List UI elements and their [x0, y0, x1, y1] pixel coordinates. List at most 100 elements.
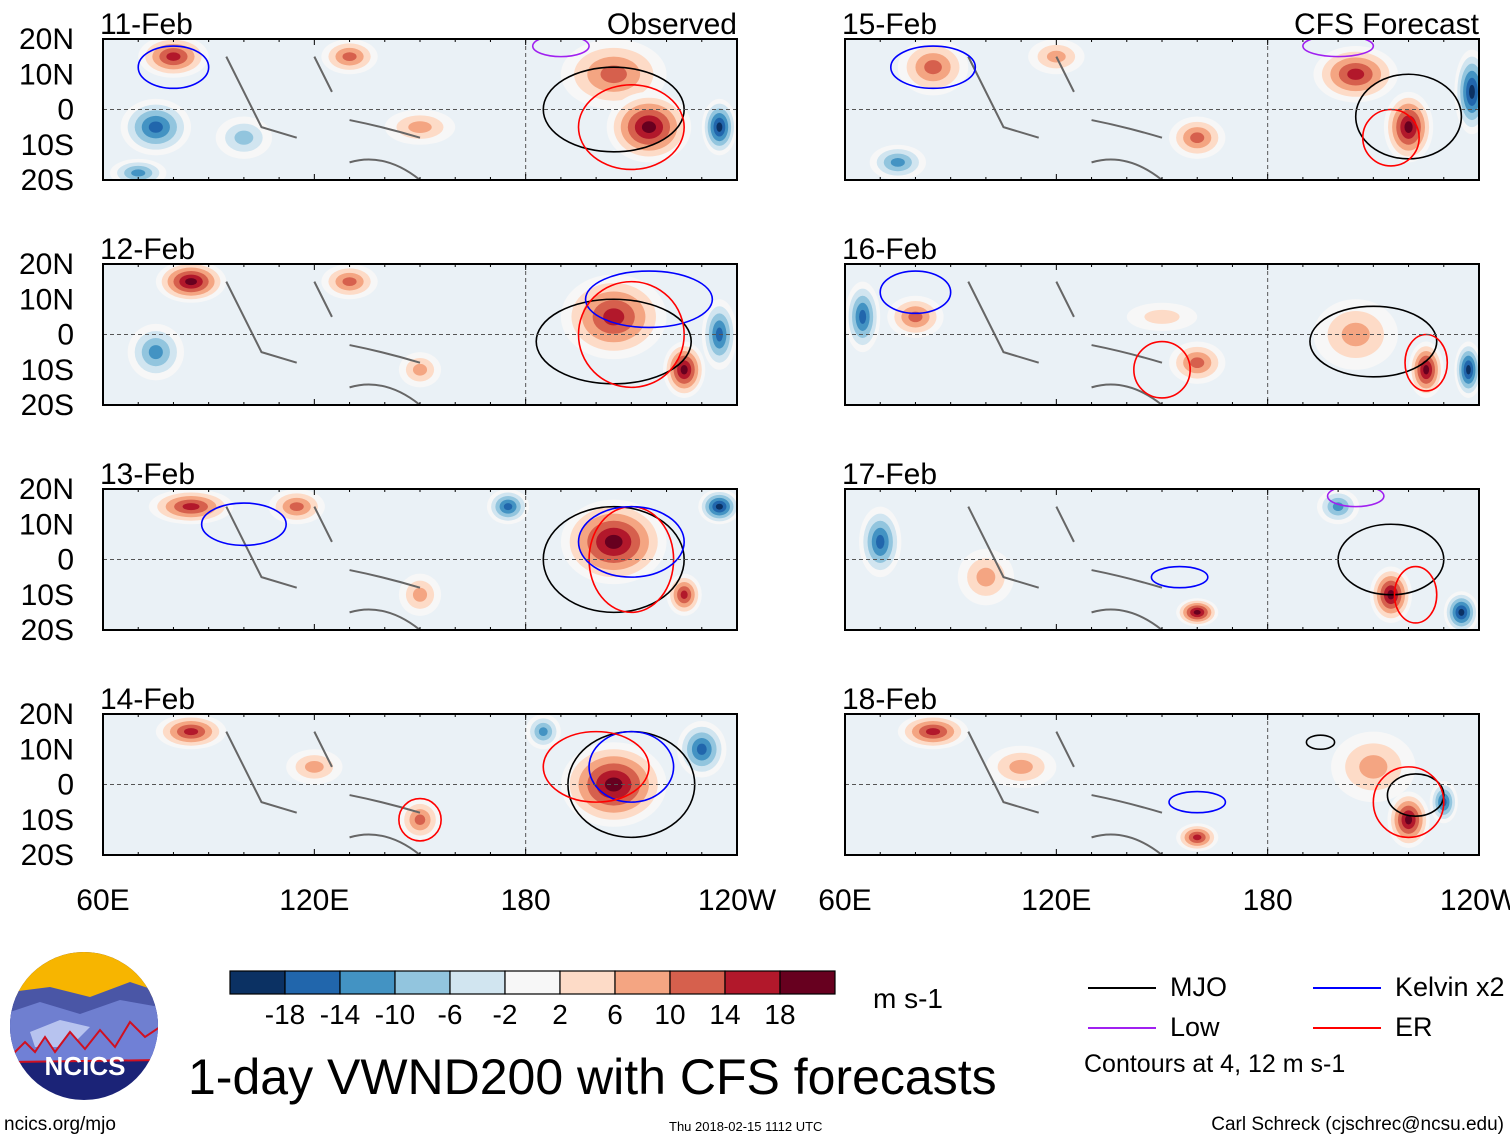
contour-kelvin [137, 45, 210, 90]
wind-anomaly-patch [503, 503, 513, 511]
wind-anomaly-patch [926, 728, 941, 736]
column-label: Observed [607, 8, 737, 41]
colorbar-swatch [284, 970, 341, 995]
panel-field [845, 714, 1479, 855]
wind-anomaly-patch [148, 345, 163, 360]
panel-field [845, 264, 1479, 405]
legend-label: Low [1170, 1012, 1220, 1042]
wind-anomaly-patch [641, 121, 656, 133]
wind-anomaly-patch [166, 52, 181, 61]
legend-item: Kelvin x2 [1313, 972, 1505, 1003]
wind-anomaly-patch [696, 743, 707, 755]
wind-anomaly-patch [604, 534, 623, 549]
colorbar-swatch [504, 970, 561, 995]
lat-tick-label: 0 [57, 544, 74, 577]
lat-tick-label: 0 [57, 319, 74, 352]
contour-kelvin [577, 505, 685, 578]
legend-label: MJO [1170, 972, 1227, 1002]
colorbar-units: m s-1 [873, 983, 943, 1014]
colorbar-tick-label: 14 [709, 999, 740, 1030]
lat-tick-label: 20N [19, 23, 74, 56]
wind-anomaly-patch [414, 814, 426, 826]
panel-date: 11-Feb [100, 8, 193, 41]
map-panels: 11-Feb Observed20N10N010S20S12-Feb20N10N0… [19, 8, 1510, 917]
colorbar-swatch [339, 970, 396, 995]
lat-tick-label: 10N [19, 283, 74, 316]
contour-note: Contours at 4, 12 m s-1 [1084, 1050, 1346, 1078]
panel-date: 18-Feb [842, 683, 937, 716]
panel-field [103, 39, 737, 180]
colorbar-swatch [229, 970, 286, 995]
wind-anomaly-patch [412, 587, 428, 602]
panel-date: 15-Feb [842, 8, 937, 41]
contour-er [1393, 565, 1438, 624]
colorbar: -18 -14 -10 -6 -2 2 6 10 14 18 [229, 970, 836, 1030]
lat-tick-label: 20S [21, 389, 74, 422]
wind-anomaly-patch [408, 121, 432, 133]
legend-label: Kelvin x2 [1395, 972, 1505, 1002]
colorbar-swatch [394, 970, 451, 995]
wind-anomaly-patch [1341, 322, 1370, 347]
wind-anomaly-patch [716, 122, 723, 132]
coastline [225, 56, 421, 180]
colorbar-swatch [614, 970, 671, 995]
panel-date: 17-Feb [842, 458, 937, 491]
panel-date: 14-Feb [100, 683, 195, 716]
lat-tick-label: 20S [21, 614, 74, 647]
contour-er [577, 84, 685, 171]
panel-field [103, 264, 737, 405]
wind-anomaly-patch [185, 278, 197, 286]
colorbar-tick-label: 18 [764, 999, 795, 1030]
lat-tick-label: 10S [21, 129, 74, 162]
ncics-logo: NCICS [10, 952, 158, 1100]
lon-tick-label: 60E [818, 884, 871, 917]
legend-line [1088, 1026, 1156, 1029]
wind-anomaly-patch [1466, 365, 1471, 375]
panel-date: 16-Feb [842, 233, 937, 266]
colorbar-tick-label: 10 [654, 999, 685, 1030]
colorbar-swatch [559, 970, 616, 995]
wind-anomaly-patch [1458, 608, 1465, 616]
contour-er [1133, 340, 1191, 399]
coastline [225, 281, 421, 405]
colorbar-tick-label: -10 [375, 999, 415, 1030]
legend-line [1313, 986, 1381, 989]
lon-tick-label: 60E [76, 884, 129, 917]
wind-anomaly-patch [1347, 68, 1365, 80]
wind-anomaly-patch [148, 121, 163, 133]
colorbar-swatch [724, 970, 781, 995]
contour-er [1372, 766, 1445, 839]
wind-anomaly-patch [182, 503, 200, 511]
lat-tick-label: 20N [19, 473, 74, 506]
lat-tick-label: 10N [19, 58, 74, 91]
column-label: CFS Forecast [1294, 8, 1480, 41]
lon-tick-label: 180 [1243, 884, 1293, 917]
coastline [967, 506, 1163, 630]
colorbar-swatch [669, 970, 726, 995]
wind-anomaly-patch [234, 130, 254, 145]
coastline [967, 731, 1163, 855]
colorbar-tick-label: 2 [552, 999, 568, 1030]
footer-author: Carl Schreck (cjschrec@ncsu.edu) [1211, 1114, 1504, 1135]
wind-anomaly-patch [924, 60, 942, 75]
wind-anomaly-patch [538, 727, 548, 737]
contour-low [1326, 489, 1385, 508]
lat-tick-label: 0 [57, 94, 74, 127]
lat-tick-label: 10N [19, 733, 74, 766]
figure-title: 1-day VWND200 with CFS forecasts [188, 1049, 997, 1105]
legend-item: MJO [1088, 972, 1227, 1003]
wind-anomaly-patch [342, 277, 357, 287]
wind-anomaly-patch [184, 728, 199, 736]
wind-anomaly-patch [131, 169, 146, 177]
wind-anomaly-patch [1190, 357, 1205, 368]
colorbar-tick-label: -6 [438, 999, 463, 1030]
contour-kelvin [584, 270, 714, 329]
lon-tick-label: 120W [1440, 884, 1510, 917]
contour-mjo [1305, 734, 1336, 751]
coastline [967, 56, 1163, 180]
footer-url[interactable]: ncics.org/mjo [4, 1114, 116, 1135]
contour-kelvin [200, 502, 287, 547]
